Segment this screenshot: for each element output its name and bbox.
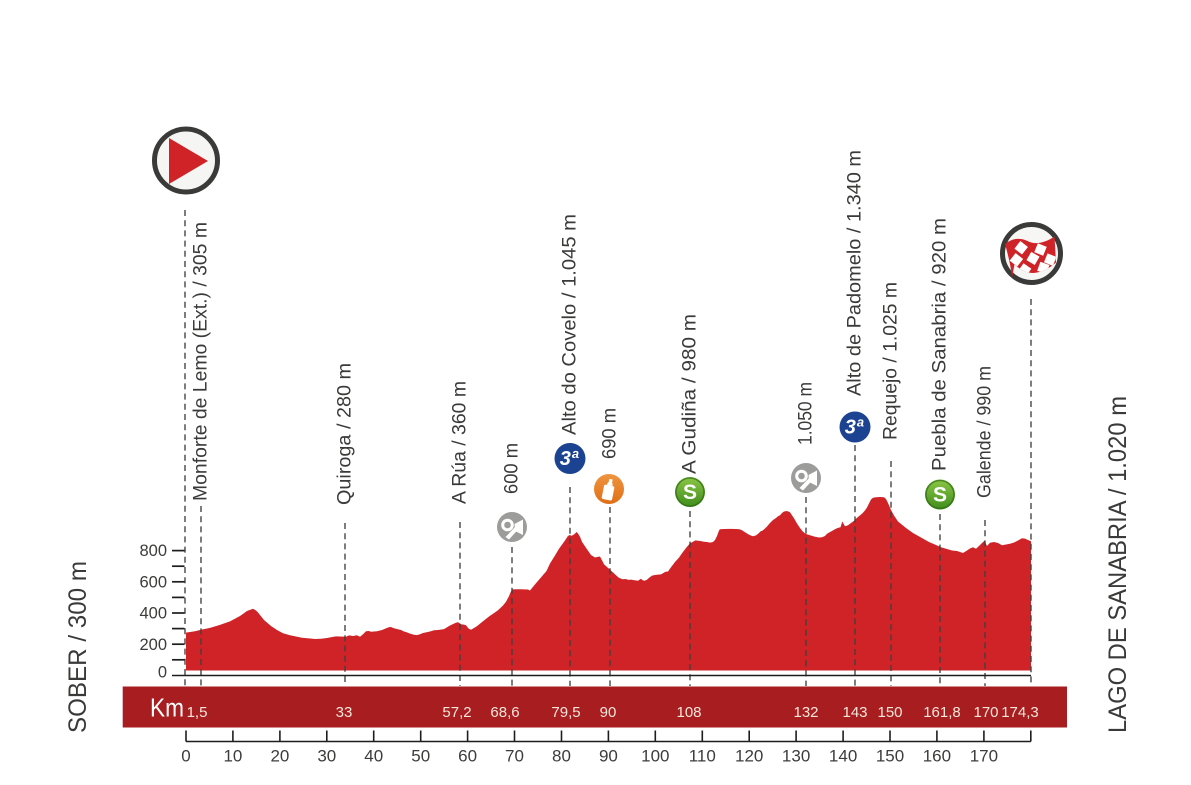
svg-text:132: 132 [793, 704, 818, 721]
svg-text:30: 30 [317, 747, 336, 766]
svg-text:170: 170 [973, 704, 998, 721]
svg-text:Alto de Padomelo / 1.340 m: Alto de Padomelo / 1.340 m [845, 150, 866, 396]
svg-text:Quiroga / 280 m: Quiroga / 280 m [335, 363, 356, 505]
svg-text:174,3: 174,3 [1001, 704, 1039, 721]
svg-text:3ª: 3ª [845, 417, 864, 439]
svg-text:60: 60 [458, 747, 477, 766]
svg-text:130: 130 [782, 747, 810, 766]
svg-text:600: 600 [139, 573, 167, 591]
svg-text:160: 160 [923, 747, 951, 766]
svg-text:108: 108 [676, 704, 701, 721]
svg-text:S: S [933, 484, 947, 507]
svg-text:Puebla de Sanabria / 920 m: Puebla de Sanabria / 920 m [930, 218, 951, 471]
svg-text:80: 80 [552, 747, 571, 766]
svg-text:90: 90 [599, 747, 618, 766]
svg-text:150: 150 [877, 704, 902, 721]
svg-text:690 m: 690 m [600, 408, 621, 459]
svg-text:800: 800 [139, 542, 167, 560]
svg-text:33: 33 [336, 704, 353, 721]
svg-text:400: 400 [139, 605, 167, 623]
svg-text:200: 200 [139, 636, 167, 654]
svg-text:50: 50 [411, 747, 430, 766]
svg-text:150: 150 [876, 747, 904, 766]
svg-text:79,5: 79,5 [551, 704, 580, 721]
svg-text:0: 0 [158, 664, 167, 682]
svg-text:Alto do Covelo / 1.045 m: Alto do Covelo / 1.045 m [560, 214, 581, 435]
svg-text:S: S [683, 481, 697, 504]
svg-text:10: 10 [223, 747, 242, 766]
svg-text:1.050 m: 1.050 m [796, 382, 817, 445]
svg-text:110: 110 [689, 747, 716, 766]
svg-text:Monforte de Lemo (Ext.) / 305: Monforte de Lemo (Ext.) / 305 m [191, 222, 212, 501]
svg-text:A Gudiña / 980 m: A Gudiña / 980 m [680, 314, 701, 474]
svg-text:57,2: 57,2 [442, 704, 471, 721]
svg-text:0: 0 [181, 747, 190, 766]
svg-text:68,6: 68,6 [490, 704, 519, 721]
svg-text:90: 90 [600, 704, 617, 721]
svg-text:20: 20 [270, 747, 289, 766]
svg-text:Galende / 990 m: Galende / 990 m [975, 366, 996, 498]
svg-text:170: 170 [970, 747, 998, 766]
svg-text:143: 143 [842, 704, 867, 721]
svg-text:140: 140 [829, 747, 857, 766]
svg-text:LAGO DE SANABRIA / 1.020 m: LAGO DE SANABRIA / 1.020 m [1104, 396, 1132, 733]
svg-text:120: 120 [735, 747, 763, 766]
svg-text:161,8: 161,8 [923, 704, 961, 721]
svg-text:SOBER / 300 m: SOBER / 300 m [64, 561, 92, 733]
svg-text:3ª: 3ª [560, 448, 579, 470]
svg-text:Requejo / 1.025 m: Requejo / 1.025 m [881, 282, 902, 440]
svg-text:70: 70 [505, 747, 524, 766]
svg-text:Km: Km [150, 693, 184, 723]
svg-text:600 m: 600 m [502, 443, 523, 494]
svg-text:100: 100 [641, 747, 669, 766]
svg-text:1,5: 1,5 [187, 704, 208, 721]
svg-text:40: 40 [364, 747, 383, 766]
svg-text:A Rúa / 360 m: A Rúa / 360 m [450, 381, 471, 504]
